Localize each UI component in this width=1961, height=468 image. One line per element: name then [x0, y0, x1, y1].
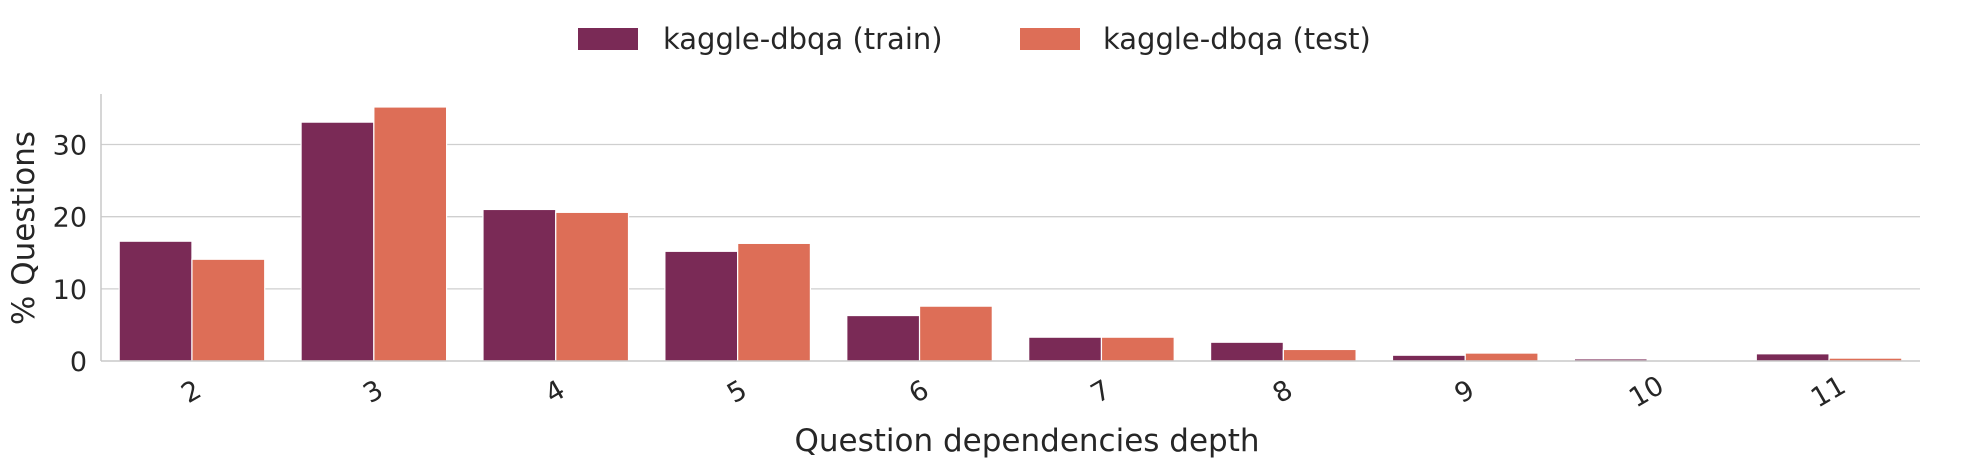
- y-tick-label: 20: [53, 203, 87, 234]
- x-tick-labels: 2 3 4 5 6 7 8 9 10 11: [176, 370, 1851, 414]
- bar-train-11: [1755, 353, 1830, 362]
- bar-test-6: [918, 305, 993, 362]
- legend: kaggle-dbqa (train) kaggle-dbqa (test): [578, 22, 1371, 56]
- x-tick-label: 5: [722, 374, 752, 409]
- legend-label-test: kaggle-dbqa (test): [1103, 22, 1371, 56]
- x-tick-label: 7: [1086, 374, 1116, 409]
- bar-train-3: [300, 121, 375, 362]
- y-tick-labels: 0 10 20 30: [53, 131, 87, 378]
- bar-train-2: [118, 240, 193, 362]
- bar-test-5: [737, 242, 812, 362]
- bar-test-8: [1282, 348, 1357, 362]
- x-tick-label: 10: [1624, 370, 1669, 414]
- bar-train-7: [1028, 336, 1103, 362]
- x-tick-label: 6: [904, 374, 934, 409]
- legend-swatch-train: [578, 28, 638, 50]
- x-tick-label: 11: [1806, 370, 1851, 414]
- bar-test-4: [555, 211, 630, 362]
- legend-swatch-test: [1020, 28, 1080, 50]
- bar-test-7: [1100, 336, 1175, 362]
- x-tick-label: 8: [1268, 374, 1298, 409]
- bar-train-9: [1391, 354, 1466, 362]
- y-tick-label: 30: [53, 131, 87, 162]
- bar-train-4: [482, 208, 557, 362]
- bar-test-3: [373, 106, 448, 362]
- x-tick-label: 2: [176, 374, 206, 409]
- x-tick-label: 4: [540, 374, 570, 409]
- bars: [118, 106, 1903, 362]
- y-tick-label: 0: [70, 347, 87, 378]
- bar-train-5: [664, 250, 739, 362]
- y-tick-label: 10: [53, 275, 87, 306]
- bar-train-8: [1209, 341, 1284, 362]
- y-axis-title: % Questions: [6, 131, 42, 325]
- x-tick-label: 9: [1450, 374, 1480, 409]
- bar-test-2: [191, 258, 266, 362]
- x-tick-label: 3: [358, 374, 388, 409]
- bar-test-9: [1464, 352, 1539, 362]
- bar-train-6: [846, 314, 921, 362]
- legend-label-train: kaggle-dbqa (train): [663, 22, 943, 56]
- x-axis-title: Question dependencies depth: [794, 423, 1259, 459]
